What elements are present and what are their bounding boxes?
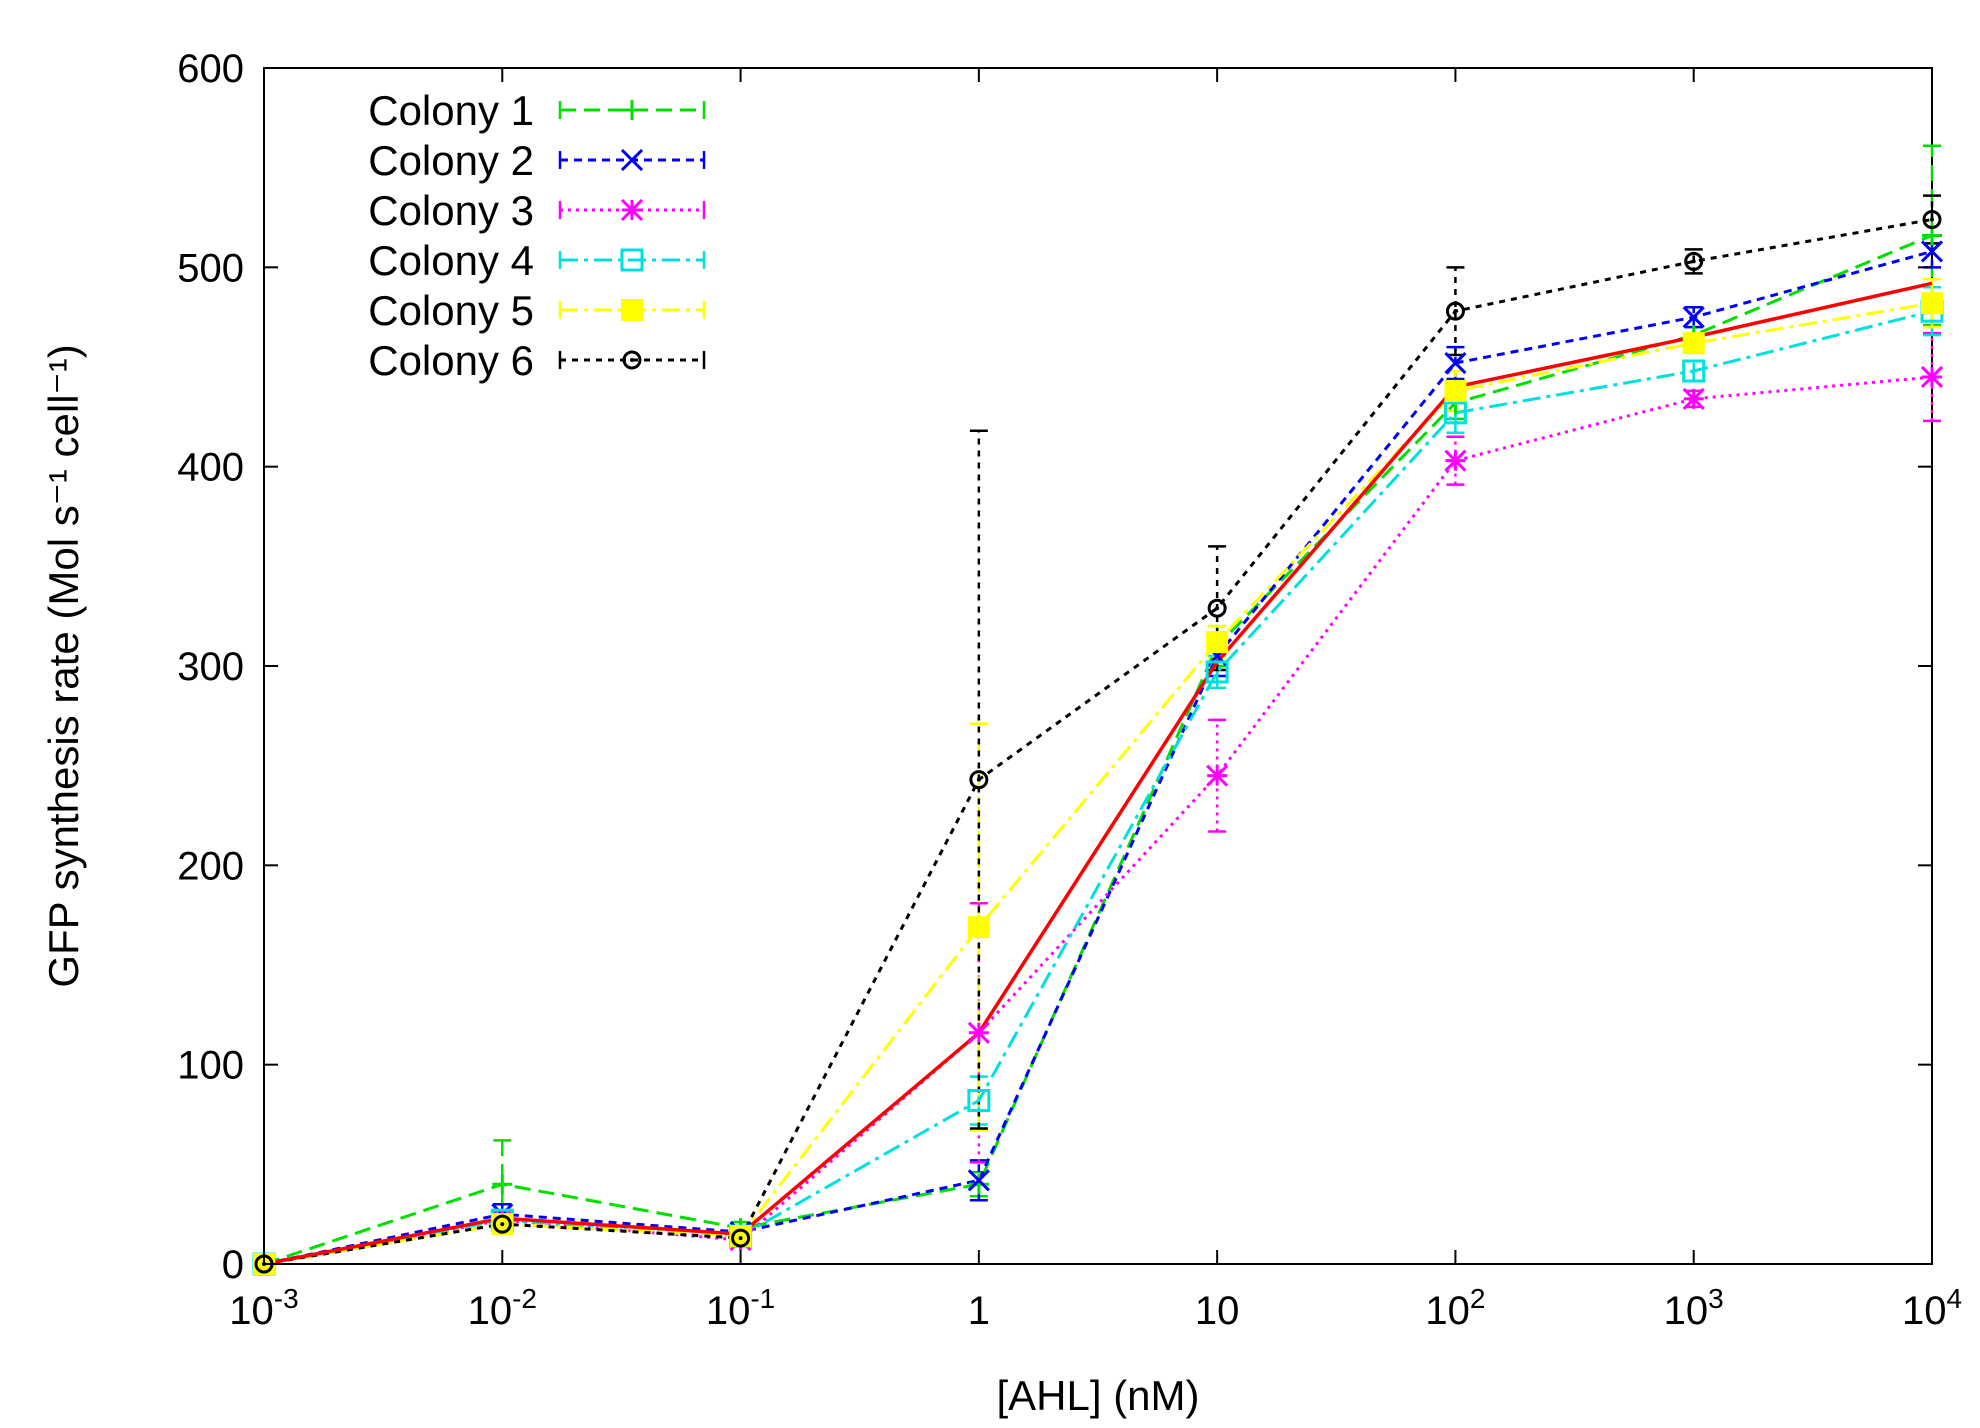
legend-label-colony-1: Colony 1 — [368, 87, 534, 134]
series-line-colony-5 — [263, 301, 1933, 1266]
point-colony-5-4 — [1206, 631, 1229, 654]
y-tick-label: 300 — [177, 645, 244, 689]
point-colony-3-4 — [1206, 764, 1229, 787]
y-axis-title: GFP synthesis rate (Mol s⁻¹ cell⁻¹) — [40, 344, 87, 987]
legend-marker-colony-2 — [620, 148, 644, 172]
series-lines — [263, 218, 1933, 1266]
legend-label-colony-2: Colony 2 — [368, 137, 534, 184]
y-tick-label: 100 — [177, 1044, 244, 1088]
legend-marker-colony-6-dot — [630, 358, 634, 362]
point-colony-6-7-dot — [1930, 217, 1934, 222]
x-tick-label: 1 — [968, 1289, 990, 1333]
x-axis-title: [AHL] (nM) — [996, 1372, 1199, 1419]
point-colony-4-6 — [1682, 359, 1706, 383]
series-line-colony-1 — [263, 234, 1933, 1266]
point-colony-6-4-dot — [1215, 606, 1220, 611]
point-colony-6-6-dot — [1691, 259, 1696, 264]
point-colony-6-7 — [1922, 209, 1942, 229]
legend-label-colony-5: Colony 5 — [368, 287, 534, 334]
series-line-colony-3 — [263, 375, 1933, 1266]
series-line-colony-4 — [263, 309, 1933, 1266]
point-colony-6-3-dot — [976, 777, 981, 782]
point-colony-5-7 — [1921, 292, 1943, 315]
mean-line — [263, 281, 1933, 1266]
point-colony-6-1-dot — [500, 1222, 505, 1227]
point-colony-6-2-dot — [738, 1236, 743, 1241]
legend-label-colony-3: Colony 3 — [368, 187, 534, 234]
point-colony-3-6 — [1682, 387, 1705, 410]
y-tick-label: 500 — [177, 246, 244, 290]
y-tick-label: 600 — [177, 47, 244, 91]
y-tick-label: 400 — [177, 446, 244, 490]
point-colony-4-5 — [1443, 401, 1467, 425]
legend-marker-colony-5 — [621, 299, 643, 321]
point-colony-6-5 — [1445, 301, 1465, 321]
x-tick-label: 102 — [1425, 1283, 1485, 1333]
point-colony-6-4 — [1207, 598, 1227, 618]
point-colony-6-5-dot — [1453, 309, 1458, 314]
legend-marker-colony-6 — [622, 350, 642, 370]
legend-label-colony-6: Colony 6 — [368, 337, 534, 384]
point-colony-3-7 — [1920, 365, 1944, 389]
x-tick-label: 103 — [1664, 1283, 1724, 1333]
point-colony-6-2 — [731, 1228, 751, 1248]
point-colony-2-3 — [967, 1169, 990, 1192]
point-colony-1-1 — [492, 1174, 513, 1195]
point-colony-2-5 — [1444, 351, 1467, 375]
legend-label-colony-4: Colony 4 — [368, 237, 534, 284]
point-colony-5-6 — [1682, 332, 1705, 355]
series-line-colony-6 — [263, 218, 1933, 1266]
point-colony-4-3 — [967, 1089, 991, 1113]
point-colony-3-3 — [967, 1021, 990, 1044]
legend-marker-colony-4 — [620, 248, 644, 272]
x-tick-label: 10 — [1195, 1289, 1240, 1333]
point-colony-6-1 — [492, 1214, 512, 1234]
point-colony-6-6 — [1684, 251, 1704, 271]
legend-marker-colony-3 — [620, 198, 644, 222]
x-tick-label: 10-1 — [706, 1283, 775, 1333]
point-colony-5-5 — [1444, 379, 1467, 402]
point-colony-4-4 — [1205, 660, 1229, 684]
error-bars — [493, 144, 1941, 1246]
axis-ticks: 0 100 200 300 400 500 600 10-3 10-2 10-1 1 10 102 103… — [177, 47, 1962, 1333]
x-tick-label: 104 — [1902, 1283, 1962, 1333]
y-tick-label: 0 — [222, 1243, 244, 1287]
point-colony-1-3 — [968, 1174, 989, 1195]
point-colony-5-3 — [967, 916, 990, 939]
x-tick-label: 10-3 — [229, 1283, 298, 1333]
point-colony-3-5 — [1444, 449, 1467, 472]
point-colony-6-3 — [969, 770, 989, 790]
x-tick-label: 10-2 — [468, 1283, 537, 1333]
point-colony-2-6 — [1682, 306, 1705, 329]
point-colony-2-7 — [1920, 240, 1944, 263]
legend-marker-colony-1 — [622, 100, 642, 120]
y-tick-label: 200 — [177, 844, 244, 888]
series-line-colony-2 — [263, 249, 1933, 1266]
